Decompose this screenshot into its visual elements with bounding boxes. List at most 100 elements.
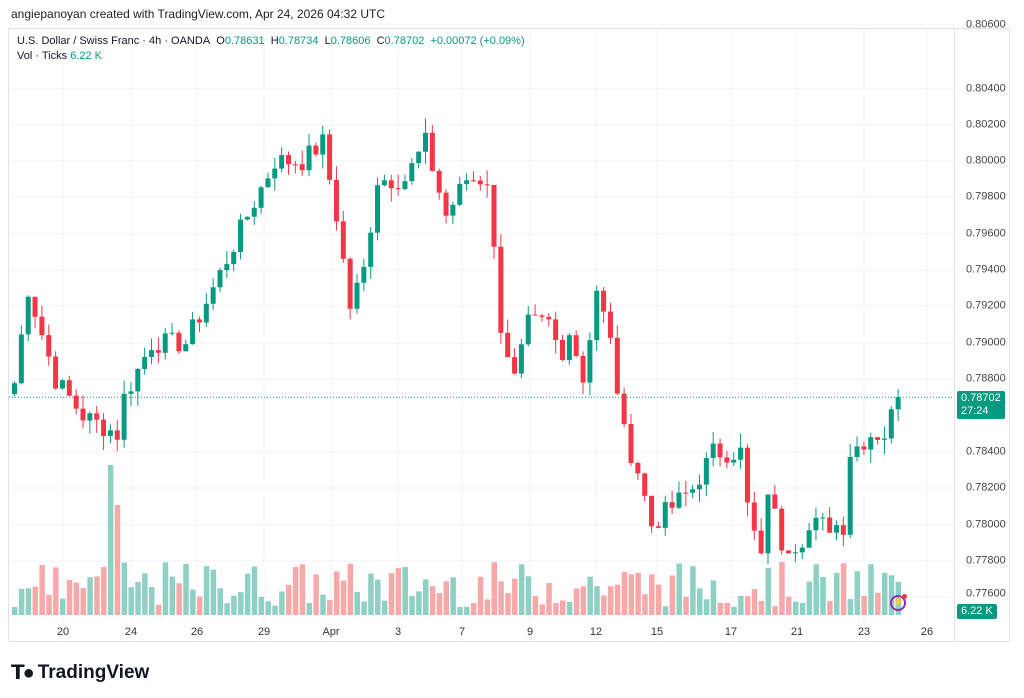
candle-body [238,219,244,252]
volume-bar [402,567,408,615]
volume-bar [703,599,710,615]
volume-bar [765,567,771,615]
candle-body [368,232,374,267]
candle-body [621,393,627,425]
volume-bar [375,579,381,615]
volume-bar [690,566,696,615]
volume-bar [710,580,717,615]
price-tick: 0.79000 [966,336,1006,349]
volume-bar [347,563,354,615]
candle-body [436,170,442,193]
candle-body [142,356,148,369]
price-tick: 0.79200 [966,299,1006,312]
price-tick: 0.80000 [966,154,1006,167]
time-tick: 3 [394,626,402,638]
candle-body [820,517,826,519]
volume-bar [532,595,539,615]
candle-body [731,459,737,463]
candle-body [402,181,408,190]
volume-bar [560,600,566,615]
chart-legend: U.S. Dollar / Swiss Franc · 4h · OANDA O… [17,34,525,64]
candle-body [505,332,511,358]
candle-body [169,332,175,334]
volume-bar [101,567,107,615]
candle-body [744,447,750,503]
volume-bar [827,601,833,615]
candle-body [703,457,709,485]
volume-bar [477,576,484,615]
candle-body [573,335,579,356]
candle-body [107,430,113,436]
candle-body [196,319,202,323]
logo-text: TradingView [37,661,150,683]
volume-bar [676,563,682,615]
volume-label[interactable]: Vol · Ticks [17,50,68,62]
volume-bar [683,596,689,615]
candle-body [53,356,59,389]
candle-body [525,314,531,345]
candle-body [587,340,593,383]
volume-bar [566,601,573,615]
volume-bar [888,575,895,615]
volume-bar [649,574,655,615]
price-tick: 0.79400 [966,263,1006,276]
candle-body [313,145,319,155]
volume-bar [854,571,861,615]
volume-bar [573,588,580,615]
volume-bar [94,576,100,615]
change-value: +0.00072 (+0.09%) [430,35,525,47]
volume-bar [128,587,134,615]
candle-body [46,335,52,357]
volume-bar [717,602,724,615]
candle-body [813,517,819,531]
price-tick: 0.80600 [966,18,1006,31]
lightning-alert-icon[interactable]: ⚡ [890,594,907,611]
volume-bar [464,606,470,615]
candle-body [388,180,394,189]
volume-bar [457,606,463,615]
candle-body [518,344,524,374]
chart-plot-area[interactable] [8,28,955,642]
candle-body [717,443,723,458]
tradingview-logo[interactable]: 𝗧● TradingView [11,660,149,685]
candle-body [409,163,415,182]
candle-body [779,508,785,551]
volume-bar [251,566,258,615]
candle-body [121,393,127,440]
volume-bar [470,603,477,615]
candle-body [594,290,600,341]
volume-bar [388,573,395,615]
volume-bar [135,582,141,615]
candle-body [799,547,805,553]
volume-bar [238,592,244,615]
time-tick: 15 [650,626,664,638]
candle-body [649,495,655,527]
volume-bar [436,593,443,615]
volume-bar [491,562,497,615]
candle-body [87,413,93,421]
candle-body [279,155,285,169]
candle-body [758,530,764,554]
volume-bar [114,505,121,615]
time-tick: 20 [56,626,70,638]
symbol-title[interactable]: U.S. Dollar / Swiss Franc · 4h · OANDA [17,35,211,47]
candle-body [423,132,428,152]
volume-bar [621,571,628,615]
volume-bar [861,595,867,615]
candle-body [683,492,689,494]
candle-body [827,517,833,533]
candle-body [635,462,641,474]
candle-body [210,287,216,304]
volume-bar [210,569,217,615]
candle-body [854,446,860,458]
current-price: 0.78702 [961,392,1001,404]
time-tick: 26 [920,626,934,638]
volume-bar [512,578,518,615]
candle-body [601,290,607,312]
volume-bar [697,588,703,615]
candle-body [895,397,901,410]
candle-body [286,155,291,165]
volume-bar [772,606,778,615]
candle-body [190,319,196,345]
